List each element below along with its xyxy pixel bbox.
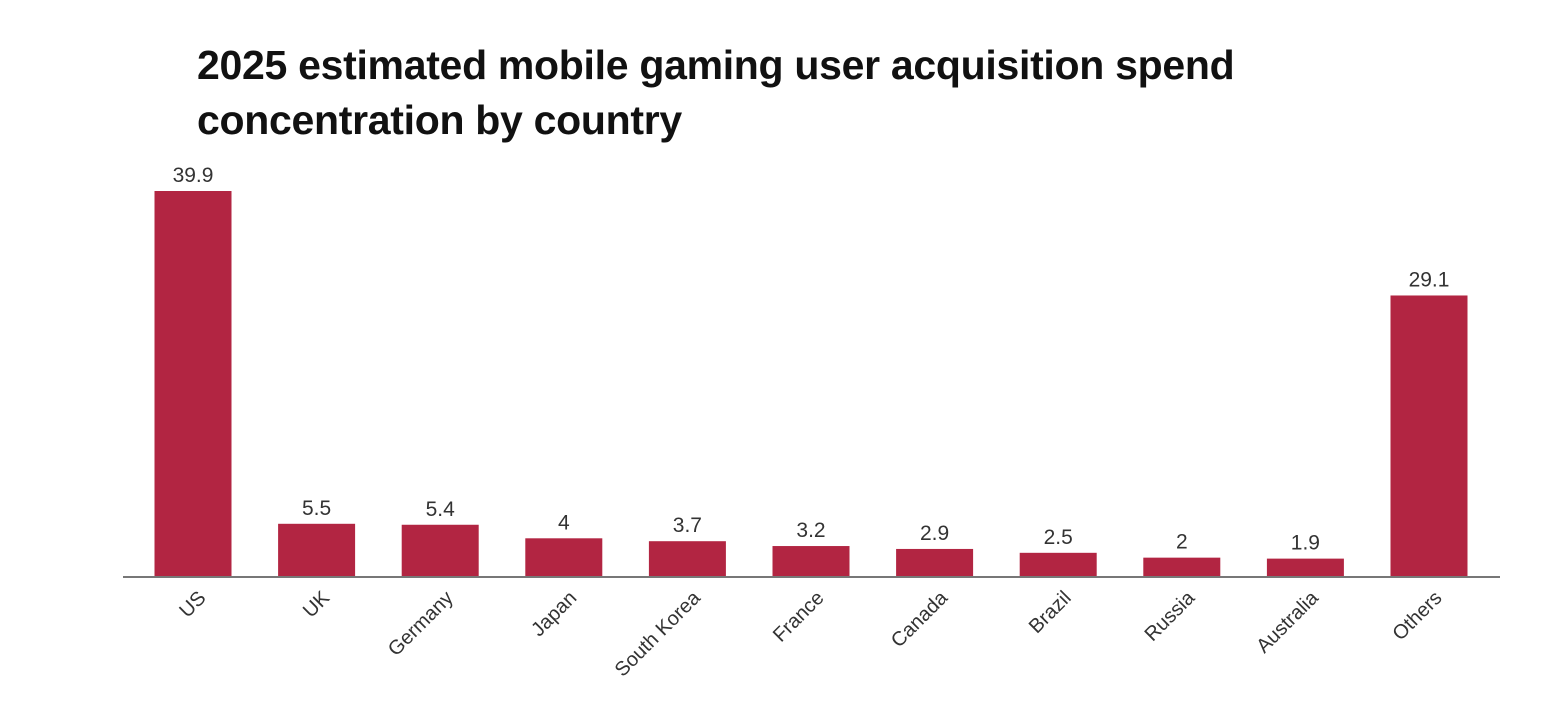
bar-brazil	[1019, 552, 1097, 577]
category-label: Brazil	[1025, 587, 1076, 638]
bar-others	[1390, 295, 1468, 577]
category-label: Others	[1389, 587, 1447, 645]
value-label: 2	[1176, 531, 1188, 554]
bar-russia	[1143, 557, 1221, 577]
bars-group	[154, 191, 1468, 577]
value-label: 39.9	[173, 164, 214, 187]
bar-south-korea	[648, 541, 726, 577]
bar-us	[154, 191, 232, 577]
category-labels-group: US UK Germany Japan South Korea France Canada B…	[175, 586, 1446, 681]
category-label: UK	[299, 587, 335, 623]
bar-australia	[1266, 558, 1344, 577]
category-label: Russia	[1141, 586, 1200, 645]
category-label: South Korea	[611, 586, 706, 681]
value-label: 4	[558, 511, 570, 534]
bar-uk	[278, 523, 356, 577]
value-label: 2.5	[1044, 526, 1073, 549]
category-label: Canada	[887, 586, 953, 652]
value-label: 5.4	[426, 498, 456, 521]
category-label: Australia	[1252, 586, 1323, 657]
value-label: 3.2	[796, 519, 825, 542]
value-label: 29.1	[1409, 268, 1450, 291]
chart-title: 2025 estimated mobile gaming user acquis…	[197, 42, 1235, 143]
category-label: France	[769, 587, 829, 647]
value-label: 2.9	[920, 522, 949, 545]
category-label: Germany	[384, 587, 458, 661]
category-label: Japan	[527, 587, 581, 641]
value-label: 5.5	[302, 497, 331, 520]
bar-canada	[896, 548, 974, 577]
category-label: US	[175, 587, 210, 622]
value-label: 3.7	[673, 514, 702, 537]
value-labels-group: 39.9 5.5 5.4 4 3.7 3.2 2.9 2.5 2 1.9 29.1	[173, 164, 1450, 555]
bar-germany	[401, 524, 479, 577]
bar-japan	[525, 538, 603, 577]
value-label: 1.9	[1291, 532, 1320, 555]
bar-france	[772, 546, 850, 577]
